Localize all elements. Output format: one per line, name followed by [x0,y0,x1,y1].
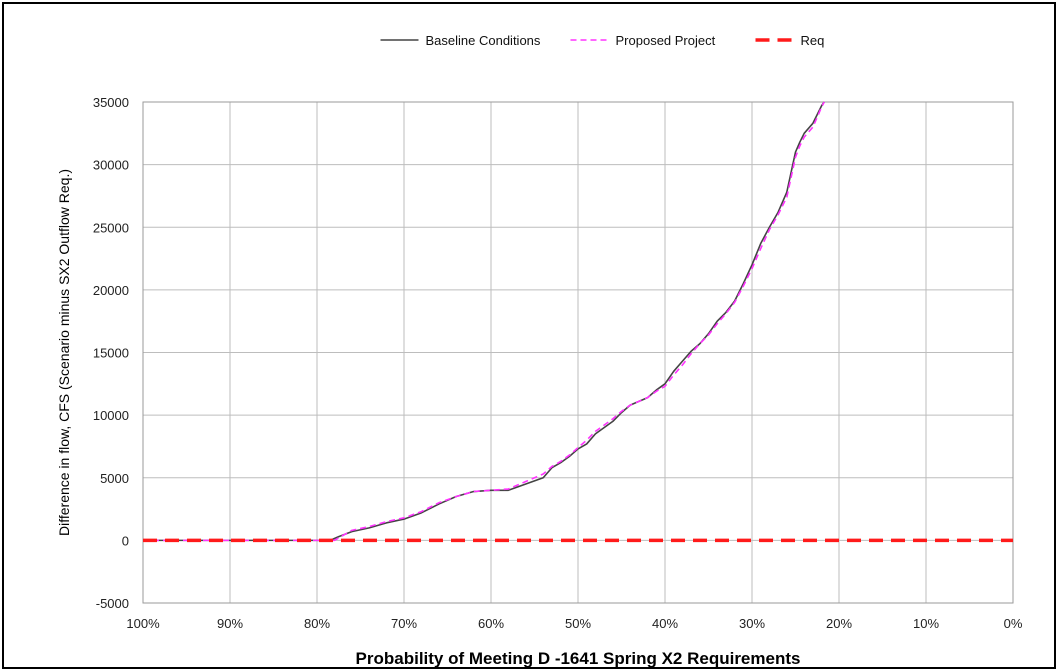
legend-label: Proposed Project [616,33,716,48]
y-tick-label: 35000 [93,95,129,110]
x-tick-label: 40% [652,616,678,631]
y-tick-label: -5000 [96,596,129,611]
series-layer [143,101,1013,543]
plot-area [142,101,1014,604]
x-tick-label: 20% [826,616,852,631]
y-tick-label: 30000 [93,158,129,173]
y-axis-title: Difference in flow, CFS (Scenario minus … [56,169,72,536]
x-tick-label: 50% [565,616,591,631]
series-line-1 [143,101,825,542]
y-tick-label: 10000 [93,408,129,423]
legend-label: Baseline Conditions [426,33,541,48]
x-tick-label: 80% [304,616,330,631]
x-tick-label: 0% [1004,616,1023,631]
legend-label: Req [801,33,825,48]
y-tick-label: 5000 [100,471,129,486]
x-tick-label: 60% [478,616,504,631]
y-tick-label: 0 [122,533,129,548]
x-axis-ticks: 100% 90% 80% 70% 60% 50% 40% 30% 20% 10% 0% [126,616,1022,631]
x-tick-label: 70% [391,616,417,631]
legend: Baseline Conditions Proposed Project Req [380,33,825,48]
y-tick-label: 15000 [93,346,129,361]
x-tick-label: 30% [739,616,765,631]
x-tick-label: 10% [913,616,939,631]
grid-lines [142,101,1014,604]
y-tick-label: 25000 [93,220,129,235]
x-tick-label: 90% [217,616,243,631]
y-tick-label: 20000 [93,283,129,298]
x-tick-label: 100% [126,616,160,631]
series-line-0 [143,101,825,542]
plot-border [142,101,1014,604]
x-axis-title: Probability of Meeting D -1641 Spring X2… [356,649,801,668]
y-axis-ticks: -5000 0 5000 10000 15000 20000 25000 30000 35000 [93,95,129,611]
